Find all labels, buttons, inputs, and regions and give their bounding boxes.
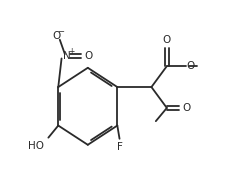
Text: N: N [63, 51, 71, 61]
Text: −: − [58, 27, 65, 36]
Text: O: O [182, 103, 190, 113]
Text: F: F [117, 142, 123, 152]
Text: O: O [187, 61, 195, 71]
Text: O: O [52, 31, 60, 41]
Text: O: O [163, 35, 171, 45]
Text: O: O [85, 51, 93, 61]
Text: +: + [68, 47, 74, 56]
Text: HO: HO [28, 141, 44, 151]
